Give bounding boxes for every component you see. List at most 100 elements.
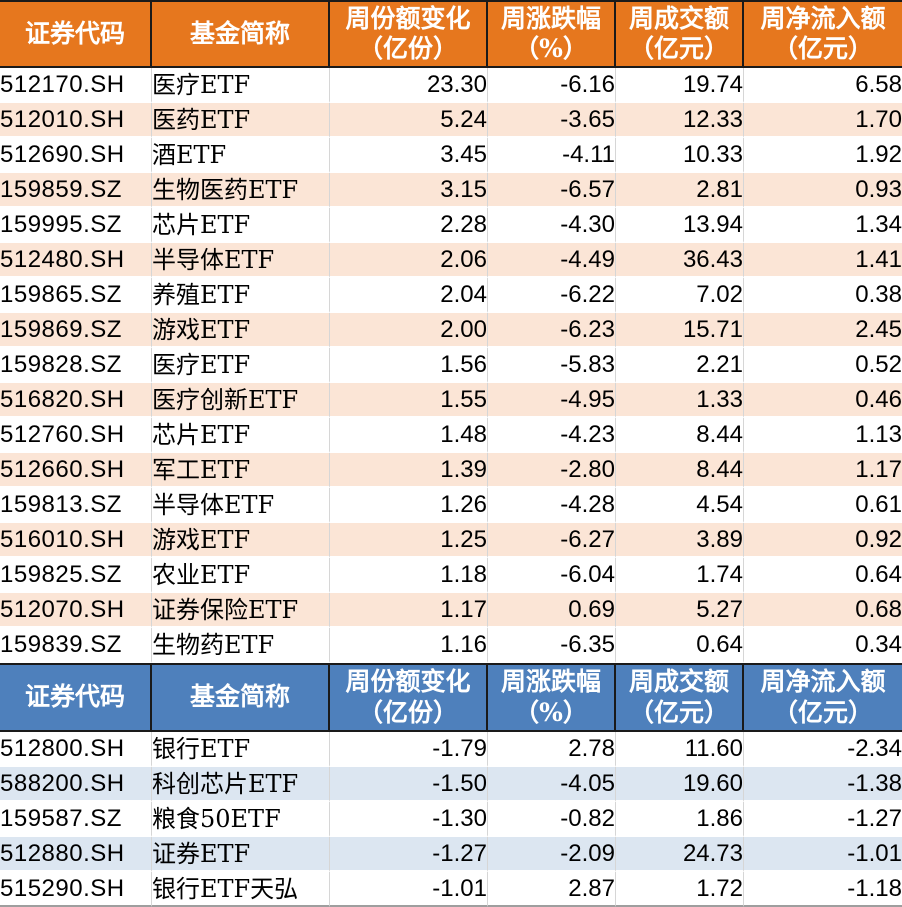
turnover-cell: 10.33 (616, 138, 744, 173)
share-change-cell: 3.15 (330, 173, 488, 208)
table-row: 512690.SH 酒ETF 3.45 -4.11 10.33 1.92 (0, 138, 902, 173)
net-inflow-cell: -1.01 (744, 837, 902, 872)
inflow-table: 证券代码 基金简称 周份额变化 （亿份） 周涨跌幅 （%） 周成交额 （亿元） 周净流入额… (0, 0, 902, 663)
share-change-cell: 3.45 (330, 138, 488, 173)
share-change-cell: 1.25 (330, 523, 488, 558)
pct-change-cell: -4.11 (488, 138, 616, 173)
fund-name-cell: 银行ETF (152, 732, 330, 767)
fund-name-cell: 养殖ETF (152, 278, 330, 313)
share-change-cell: 1.26 (330, 488, 488, 523)
security-code-cell: 159587.SZ (0, 802, 152, 837)
net-inflow-cell: 0.46 (744, 383, 902, 418)
net-inflow-cell: 0.61 (744, 488, 902, 523)
table-row: 159859.SZ 生物医药ETF 3.15 -6.57 2.81 0.93 (0, 173, 902, 208)
turnover-cell: 36.43 (616, 243, 744, 278)
pct-change-cell: 0.69 (488, 593, 616, 628)
net-inflow-cell: -2.34 (744, 732, 902, 767)
column-header-net-inflow: 周净流入额 （亿元） (744, 663, 902, 732)
share-change-cell: 1.18 (330, 558, 488, 593)
table-row: 159825.SZ 农业ETF 1.18 -6.04 1.74 0.64 (0, 558, 902, 593)
share-change-cell: 1.17 (330, 593, 488, 628)
table-row: 512760.SH 芯片ETF 1.48 -4.23 8.44 1.13 (0, 418, 902, 453)
pct-change-cell: -4.05 (488, 767, 616, 802)
share-change-cell: 1.39 (330, 453, 488, 488)
security-code-cell: 512480.SH (0, 243, 152, 278)
net-inflow-cell: -1.27 (744, 802, 902, 837)
fund-name-cell: 芯片ETF (152, 208, 330, 243)
table-row: 515290.SH 银行ETF天弘 -1.01 2.87 1.72 -1.18 (0, 872, 902, 907)
pct-change-cell: -4.23 (488, 418, 616, 453)
net-inflow-cell: 0.93 (744, 173, 902, 208)
table-row: 512480.SH 半导体ETF 2.06 -4.49 36.43 1.41 (0, 243, 902, 278)
security-code-cell: 512880.SH (0, 837, 152, 872)
fund-name-cell: 农业ETF (152, 558, 330, 593)
turnover-cell: 19.60 (616, 767, 744, 802)
column-header-share-change: 周份额变化 （亿份） (330, 663, 488, 732)
pct-change-cell: -6.57 (488, 173, 616, 208)
pct-change-cell: -6.16 (488, 68, 616, 103)
pct-change-cell: -6.27 (488, 523, 616, 558)
net-inflow-cell: 1.41 (744, 243, 902, 278)
turnover-cell: 8.44 (616, 418, 744, 453)
net-inflow-cell: 0.68 (744, 593, 902, 628)
turnover-cell: 15.71 (616, 313, 744, 348)
header-row: 证券代码 基金简称 周份额变化 （亿份） 周涨跌幅 （%） 周成交额 （亿元） 周净流入额… (0, 0, 902, 68)
fund-name-cell: 游戏ETF (152, 523, 330, 558)
security-code-cell: 512660.SH (0, 453, 152, 488)
fund-name-cell: 证券ETF (152, 837, 330, 872)
share-change-cell: -1.30 (330, 802, 488, 837)
share-change-cell: 5.24 (330, 103, 488, 138)
table-row: 512800.SH 银行ETF -1.79 2.78 11.60 -2.34 (0, 732, 902, 767)
turnover-cell: 0.64 (616, 628, 744, 663)
table-row: 159995.SZ 芯片ETF 2.28 -4.30 13.94 1.34 (0, 208, 902, 243)
security-code-cell: 159869.SZ (0, 313, 152, 348)
column-header-share-change: 周份额变化 （亿份） (330, 0, 488, 68)
table-row: 516820.SH 医疗创新ETF 1.55 -4.95 1.33 0.46 (0, 383, 902, 418)
table-row: 159587.SZ 粮食50ETF -1.30 -0.82 1.86 -1.27 (0, 802, 902, 837)
pct-change-cell: -4.28 (488, 488, 616, 523)
net-inflow-cell: 1.70 (744, 103, 902, 138)
table-row: 512170.SH 医疗ETF 23.30 -6.16 19.74 6.58 (0, 68, 902, 103)
column-header-pct-change: 周涨跌幅 （%） (488, 663, 616, 732)
security-code-cell: 159839.SZ (0, 628, 152, 663)
security-code-cell: 159828.SZ (0, 348, 152, 383)
security-code-cell: 588200.SH (0, 767, 152, 802)
turnover-cell: 1.74 (616, 558, 744, 593)
net-inflow-cell: 0.34 (744, 628, 902, 663)
turnover-cell: 1.86 (616, 802, 744, 837)
share-change-cell: -1.50 (330, 767, 488, 802)
share-change-cell: 2.28 (330, 208, 488, 243)
net-inflow-cell: 0.92 (744, 523, 902, 558)
column-header-turnover: 周成交额 （亿元） (616, 0, 744, 68)
security-code-cell: 512010.SH (0, 103, 152, 138)
security-code-cell: 512170.SH (0, 68, 152, 103)
security-code-cell: 159859.SZ (0, 173, 152, 208)
net-inflow-cell: 6.58 (744, 68, 902, 103)
turnover-cell: 8.44 (616, 453, 744, 488)
fund-name-cell: 医药ETF (152, 103, 330, 138)
turnover-cell: 4.54 (616, 488, 744, 523)
share-change-cell: 2.04 (330, 278, 488, 313)
pct-change-cell: -0.82 (488, 802, 616, 837)
net-inflow-cell: 1.17 (744, 453, 902, 488)
fund-name-cell: 医疗ETF (152, 348, 330, 383)
fund-name-cell: 半导体ETF (152, 243, 330, 278)
security-code-cell: 512690.SH (0, 138, 152, 173)
turnover-cell: 19.74 (616, 68, 744, 103)
security-code-cell: 516010.SH (0, 523, 152, 558)
security-code-cell: 512760.SH (0, 418, 152, 453)
turnover-cell: 1.33 (616, 383, 744, 418)
net-inflow-cell: 0.52 (744, 348, 902, 383)
share-change-cell: 1.56 (330, 348, 488, 383)
net-inflow-cell: -1.38 (744, 767, 902, 802)
pct-change-cell: -2.09 (488, 837, 616, 872)
column-header-fund-name: 基金简称 (152, 663, 330, 732)
net-inflow-cell: 0.38 (744, 278, 902, 313)
turnover-cell: 13.94 (616, 208, 744, 243)
outflow-table: 证券代码 基金简称 周份额变化 （亿份） 周涨跌幅 （%） 周成交额 （亿元） 周净流入额… (0, 663, 902, 907)
column-header-net-inflow: 周净流入额 （亿元） (744, 0, 902, 68)
share-change-cell: -1.01 (330, 872, 488, 907)
share-change-cell: 1.48 (330, 418, 488, 453)
fund-name-cell: 银行ETF天弘 (152, 872, 330, 907)
